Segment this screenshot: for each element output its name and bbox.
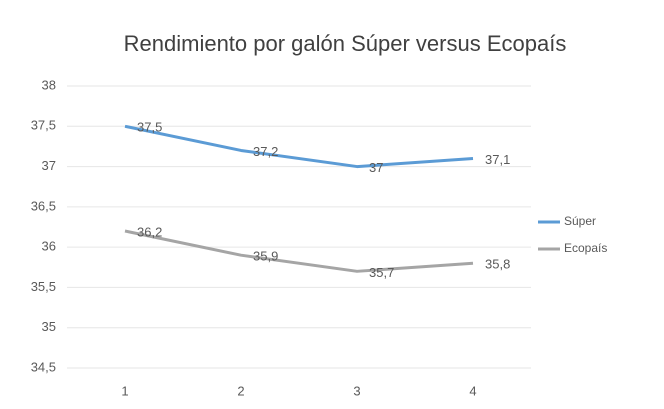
y-tick-label: 38 — [42, 77, 56, 92]
series-line — [124, 124, 474, 169]
chart-title: Rendimiento por galón Súper versus Ecopa… — [124, 31, 567, 56]
x-tick-label: 4 — [469, 383, 476, 398]
x-tick-label: 1 — [121, 383, 128, 398]
legend-label: Súper — [564, 214, 596, 228]
x-tick-label: 2 — [237, 383, 244, 398]
y-tick-label: 36,5 — [31, 198, 56, 213]
series-line — [124, 229, 474, 273]
data-label: 37,2 — [253, 144, 278, 159]
data-label: 37 — [369, 160, 383, 175]
y-tick-label: 35,5 — [31, 279, 56, 294]
data-label: 37,1 — [485, 152, 510, 167]
y-tick-label: 36 — [42, 239, 56, 254]
x-tick-label: 3 — [353, 383, 360, 398]
legend-label: Ecopaís — [564, 241, 607, 255]
data-label: 35,8 — [485, 257, 510, 272]
data-label: 35,9 — [253, 249, 278, 264]
y-tick-label: 34,5 — [31, 359, 56, 374]
y-tick-label: 37 — [42, 158, 56, 173]
data-label: 36,2 — [137, 224, 162, 239]
y-tick-label: 37,5 — [31, 118, 56, 133]
data-label: 37,5 — [137, 120, 162, 135]
data-label: 35,7 — [369, 265, 394, 280]
y-tick-label: 35 — [42, 319, 56, 334]
